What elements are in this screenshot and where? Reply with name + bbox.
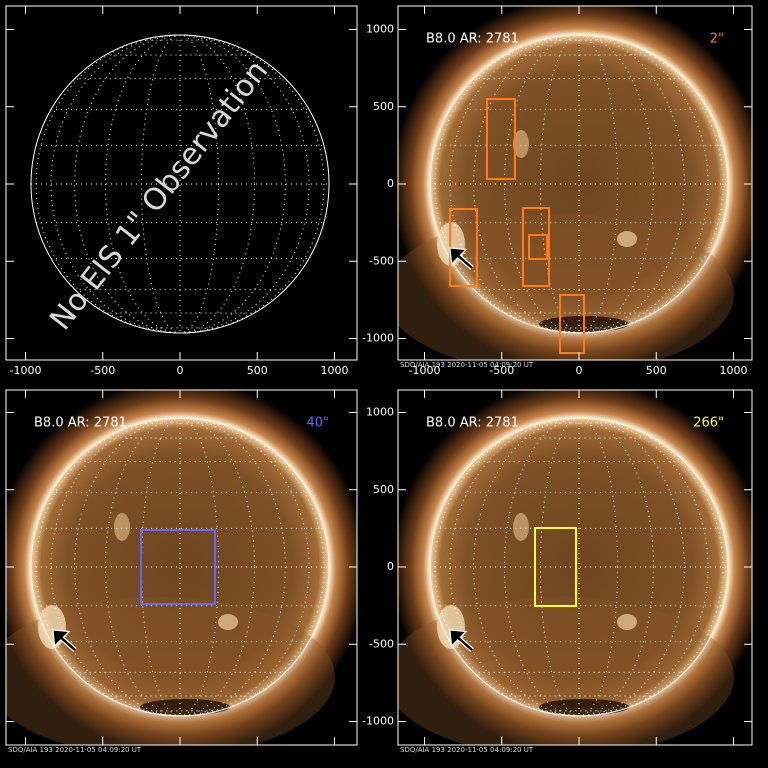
arrow (450, 248, 473, 269)
y-tick-label: 1000 (366, 406, 394, 419)
active-region (513, 513, 529, 541)
meridian (74, 34, 286, 334)
y-tick-label: -500 (369, 637, 394, 650)
x-tick-label: -500 (489, 364, 514, 377)
x-tick-label: 1000 (720, 364, 748, 377)
meridian (35, 417, 325, 717)
footer: SDO/AIA 193 2020-11-05 04:09:20 UT (8, 746, 142, 754)
y-tick-label: -1000 (362, 332, 394, 345)
x-tick-label: -1000 (10, 364, 42, 377)
meridian (434, 417, 724, 717)
corona (6, 597, 335, 745)
plot-area (6, 390, 357, 745)
active-region (114, 513, 130, 541)
arrow (450, 630, 473, 651)
fov-box (559, 294, 585, 354)
meridian (35, 34, 325, 334)
panel: -1000 -1000 -500 -500 0 0 500 500 1000 1000 B8.0 A… (362, 5, 753, 377)
y-tick-label: -1000 (362, 715, 394, 728)
plot-area (398, 6, 752, 360)
x-tick-label: -500 (90, 364, 115, 377)
active-region (513, 130, 529, 158)
sun-image (398, 6, 752, 360)
fov-box (522, 207, 550, 287)
y-tick-label: 0 (387, 560, 394, 573)
fov-label: 266" (693, 416, 724, 431)
x-tick-label: -1000 (409, 364, 441, 377)
x-tick-label: 500 (646, 364, 667, 377)
meridian (473, 34, 685, 334)
meridian (434, 34, 724, 334)
fov-label: 2" (710, 32, 724, 47)
x-tick-label: 0 (177, 364, 184, 377)
fov-box (534, 527, 577, 607)
footer: SDO/AIA 193 2020-11-05 04:09:20 UT (400, 361, 534, 369)
coronal-hole (140, 699, 230, 715)
panel: B8.0 AR: 2781 40" SDO/AIA 193 2020-11-05 0… (5, 389, 358, 754)
coronal-hole (539, 699, 629, 715)
frame (5, 5, 358, 361)
panel-header: B8.0 AR: 2781 (34, 416, 127, 431)
panel-header: B8.0 AR: 2781 (426, 32, 519, 47)
y-tick-label: 500 (373, 100, 394, 113)
plot-area (30, 34, 330, 334)
fov-box (528, 234, 548, 260)
plot-area (398, 390, 752, 745)
meridian (473, 417, 685, 717)
y-tick-label: 500 (373, 483, 394, 496)
x-tick-label: 500 (247, 364, 268, 377)
meridian (74, 417, 286, 717)
fov-box (486, 98, 516, 180)
arrow (53, 630, 76, 651)
y-tick-label: 0 (387, 177, 394, 190)
y-tick-label: 1000 (366, 23, 394, 36)
fov-box (140, 529, 216, 605)
x-tick-label: 0 (576, 364, 583, 377)
x-tick-label: 1000 (321, 364, 349, 377)
fov-label: 40" (306, 416, 329, 431)
frame (397, 5, 753, 361)
active-region (218, 614, 238, 630)
corona (398, 214, 734, 360)
active-region (617, 614, 637, 630)
panel-header: B8.0 AR: 2781 (426, 416, 519, 431)
footer: SDO/AIA 193 2020-11-05 04:09:20 UT (400, 746, 534, 754)
y-tick-label: -500 (369, 254, 394, 267)
corona (398, 597, 734, 745)
active-region (617, 231, 637, 247)
panel: -1000 -500 0 500 1000 B8.0 AR: 2781 266" SDO/AI… (362, 389, 753, 754)
